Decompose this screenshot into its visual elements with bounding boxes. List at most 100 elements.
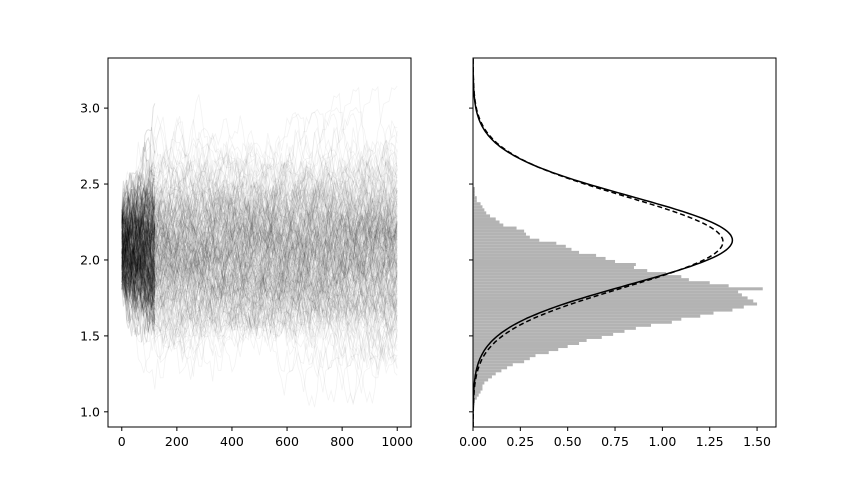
sample-path — [121, 204, 398, 364]
sample-path — [121, 185, 398, 324]
sample-path — [121, 208, 398, 328]
y-tick-label: 2.5 — [80, 177, 100, 192]
sample-path — [121, 116, 398, 329]
sample-path — [121, 120, 398, 277]
sample-path — [121, 152, 398, 267]
sample-path — [121, 217, 398, 337]
sample-path — [121, 179, 156, 285]
histogram-bar — [473, 220, 500, 224]
sample-path — [121, 207, 398, 340]
sample-path — [121, 142, 398, 321]
sample-path — [121, 163, 398, 351]
right-axes-frame — [472, 57, 777, 428]
histogram-bar — [473, 317, 682, 321]
left-x-axis: 0 200 400 600 800 1000 — [118, 427, 413, 449]
sample-path — [121, 140, 398, 275]
sample-path — [121, 275, 156, 343]
left-y-axis: 1.0 1.5 2.0 2.5 3.0 — [80, 101, 108, 419]
sample-path — [121, 85, 398, 300]
sample-path — [121, 190, 156, 247]
sample-path — [121, 202, 155, 307]
sample-path — [121, 172, 156, 273]
sample-path — [121, 191, 398, 340]
sample-path — [121, 158, 398, 361]
sample-path — [121, 251, 156, 300]
sample-path — [121, 223, 398, 347]
sample-path — [121, 163, 398, 308]
sample-path — [121, 161, 398, 342]
sample-path — [121, 259, 156, 313]
sample-path — [121, 219, 156, 302]
sample-path — [121, 158, 398, 266]
sample-path — [121, 205, 156, 265]
histogram-bar — [473, 281, 710, 285]
sample-path — [121, 173, 398, 328]
sample-path — [121, 211, 156, 292]
sample-path — [121, 196, 398, 344]
sample-path — [121, 203, 398, 343]
sample-path — [121, 160, 398, 370]
sample-path — [121, 145, 398, 292]
sample-path — [121, 153, 398, 293]
histogram-bar — [473, 326, 636, 330]
sample-path — [121, 187, 398, 338]
sample-path — [121, 229, 156, 293]
sample-path — [121, 147, 398, 270]
sample-path — [121, 203, 156, 268]
sample-path — [121, 224, 398, 332]
sample-path — [121, 189, 156, 286]
sample-path — [121, 178, 398, 332]
sample-path — [121, 175, 398, 306]
sample-path — [121, 157, 398, 326]
sample-path — [121, 165, 398, 274]
histogram-bar — [473, 202, 481, 206]
histogram-bar — [473, 351, 549, 355]
sample-path — [121, 214, 156, 277]
sample-path — [121, 199, 398, 338]
sample-path — [121, 169, 156, 287]
sample-path — [121, 191, 398, 339]
sample-path — [121, 226, 398, 334]
sample-path — [121, 241, 156, 312]
sample-path — [121, 181, 398, 319]
sample-path — [121, 208, 156, 295]
sample-path — [121, 127, 398, 274]
sample-path — [121, 159, 398, 336]
sample-path — [121, 211, 156, 271]
sample-path — [121, 143, 398, 264]
sample-path — [121, 199, 398, 304]
sample-path — [121, 241, 156, 282]
histogram-bar — [473, 329, 625, 333]
sample-path — [121, 186, 398, 339]
sample-path — [121, 175, 398, 307]
sample-path — [121, 188, 156, 267]
sample-path — [121, 181, 398, 267]
sample-path — [121, 165, 398, 329]
sample-path — [121, 140, 398, 325]
sample-path — [121, 136, 156, 247]
sample-path — [121, 172, 398, 333]
sample-path — [121, 180, 398, 285]
histogram-bar — [473, 387, 483, 391]
histogram-bar — [473, 305, 744, 309]
histogram-bar — [473, 293, 742, 297]
sample-path — [121, 257, 155, 343]
sample-path — [121, 192, 398, 394]
sample-path — [121, 197, 398, 374]
sample-path — [121, 189, 398, 299]
sample-path — [121, 196, 398, 293]
x-tick-label: 600 — [275, 434, 299, 449]
histogram-bar — [473, 369, 502, 373]
sample-path — [121, 194, 156, 289]
x-tick-label: 1000 — [381, 434, 413, 449]
sample-path — [121, 226, 156, 297]
histogram-bar — [473, 390, 481, 394]
histogram-bar — [473, 263, 636, 267]
sample-path — [121, 173, 398, 310]
sample-path — [121, 150, 156, 241]
histogram-bar — [473, 187, 475, 191]
sample-path — [121, 177, 398, 391]
sample-path — [121, 178, 398, 286]
histogram-panel: 0.00 0.25 0.50 0.75 1.00 1.25 1.50 — [459, 57, 777, 449]
sample-path — [121, 191, 398, 338]
